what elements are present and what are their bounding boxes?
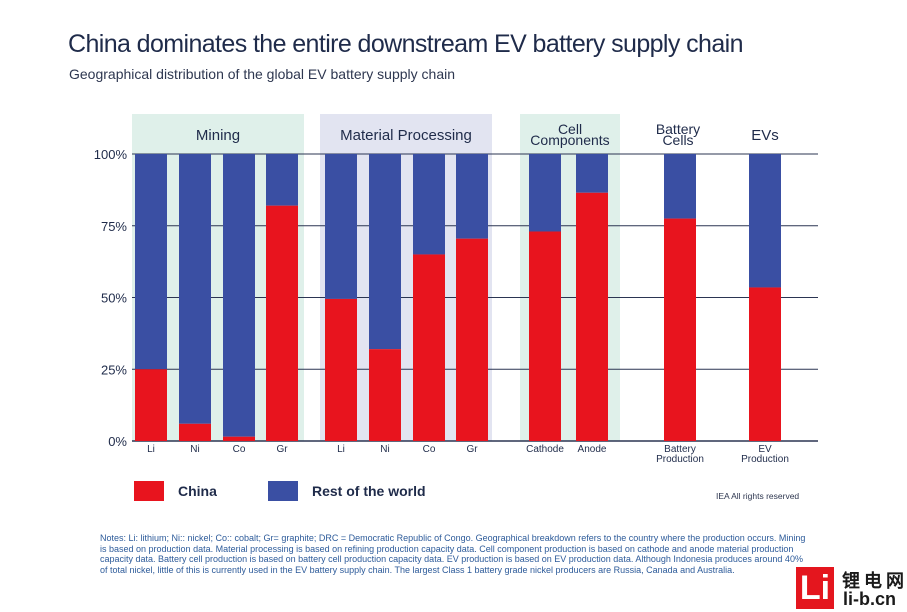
x-tick-label-5-line-0: Ni (380, 444, 389, 455)
legend-rest-label: Rest of the world (312, 483, 426, 499)
legend-rest: Rest of the world (268, 480, 426, 502)
bar-china-0 (135, 369, 167, 441)
watermark-logo: Li 锂电网 li-b.cn (796, 567, 907, 612)
bar-rest-10 (664, 154, 696, 219)
bar-china-7 (456, 238, 488, 441)
chart-subtitle: Geographical distribution of the global … (69, 66, 456, 82)
x-tick-label-9-line-0: Anode (578, 444, 607, 455)
chart-notes: Notes: Li: lithium; Ni:: nickel; Co:: co… (100, 533, 806, 575)
bar-china-9 (576, 192, 608, 441)
group-label-4-line-0: EVs (751, 127, 779, 144)
bar-rest-0 (135, 154, 167, 370)
x-tick-label-8-line-0: Cathode (526, 444, 564, 455)
bar-china-11 (749, 287, 781, 441)
bar-rest-5 (369, 154, 401, 350)
y-tick-label-100: 100% (94, 147, 128, 162)
x-tick-label-11-line-0: EV (758, 444, 772, 455)
x-tick-label-1-line-0: Ni (190, 444, 199, 455)
bar-rest-3 (266, 154, 298, 206)
bar-china-1 (179, 423, 211, 441)
bar-rest-9 (576, 154, 608, 193)
x-tick-label-7-line-0: Gr (466, 444, 478, 455)
group-label-3-line-0: Battery (656, 121, 700, 137)
watermark-domain: li-b.cn (843, 589, 896, 609)
x-tick-label-10-line-0: Battery (664, 444, 696, 455)
bar-rest-11 (749, 154, 781, 288)
y-tick-label-0: 0% (108, 434, 127, 449)
legend-china: China (134, 480, 217, 502)
bar-rest-6 (413, 154, 445, 255)
bar-china-8 (529, 231, 561, 441)
bar-china-4 (325, 298, 357, 441)
group-label-3-line-1: Cells (662, 132, 693, 148)
bar-rest-1 (179, 154, 211, 424)
x-tick-label-6-line-0: Co (423, 444, 436, 455)
group-label-0-line-0: Mining (196, 127, 240, 144)
bar-china-6 (413, 254, 445, 441)
legend-china-label: China (178, 483, 217, 499)
bar-china-10 (664, 218, 696, 441)
copyright-note: IEA All rights reserved (716, 491, 800, 501)
group-label-1-line-0: Material Processing (340, 127, 472, 144)
bar-china-3 (266, 205, 298, 441)
y-tick-label-50: 50% (101, 291, 127, 306)
group-label-2-line-1: Components (530, 132, 609, 148)
x-tick-label-10-line-1: Production (656, 454, 704, 465)
bar-china-2 (223, 436, 255, 441)
bar-rest-4 (325, 154, 357, 299)
bar-china-5 (369, 349, 401, 441)
chart-title: China dominates the entire downstream EV… (68, 30, 744, 58)
x-tick-label-4-line-0: Li (337, 444, 345, 455)
x-tick-label-2-line-0: Co (233, 444, 246, 455)
bar-rest-2 (223, 154, 255, 437)
x-tick-label-0-line-0: Li (147, 444, 155, 455)
x-tick-label-11-line-1: Production (741, 454, 789, 465)
x-tick-label-3-line-0: Gr (276, 444, 288, 455)
watermark-letter-box: Li (796, 567, 834, 609)
legend-rest-swatch (268, 481, 298, 501)
bar-rest-8 (529, 154, 561, 232)
bar-rest-7 (456, 154, 488, 239)
watermark-chinese: 锂电网 (842, 571, 907, 591)
y-tick-label-25: 25% (101, 362, 127, 377)
legend-china-swatch (134, 481, 164, 501)
group-label-2-line-0: Cell (558, 121, 582, 137)
y-tick-label-75: 75% (101, 219, 127, 234)
